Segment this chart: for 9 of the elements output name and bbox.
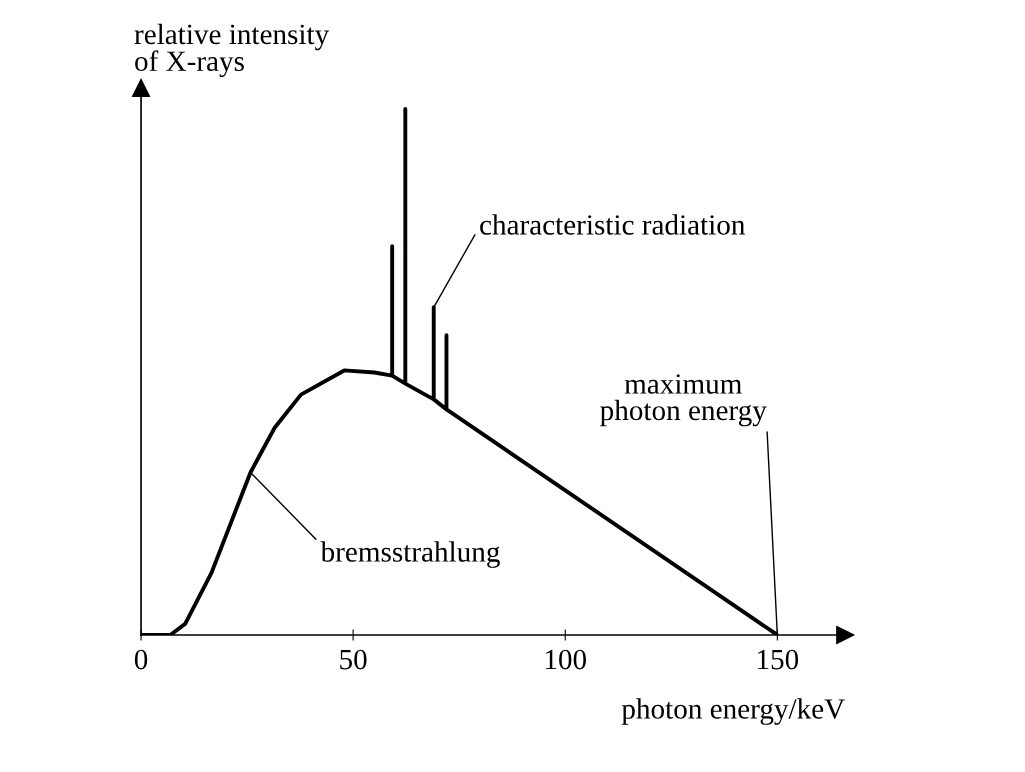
x-tick-label: 50 [340,649,367,670]
x-tick-label: 100 [545,649,586,670]
annotation: bremsstrahlung [320,541,500,568]
annotation: characteristic radiation [480,214,745,235]
x-axis-title: photon energy/keV [621,698,845,725]
y-axis-title: relative intensity of X-rays [134,23,330,78]
x-tick-label: 150 [758,649,799,670]
x-tick-label: 0 [134,649,148,670]
annotation: maximum photon energy [600,374,767,427]
